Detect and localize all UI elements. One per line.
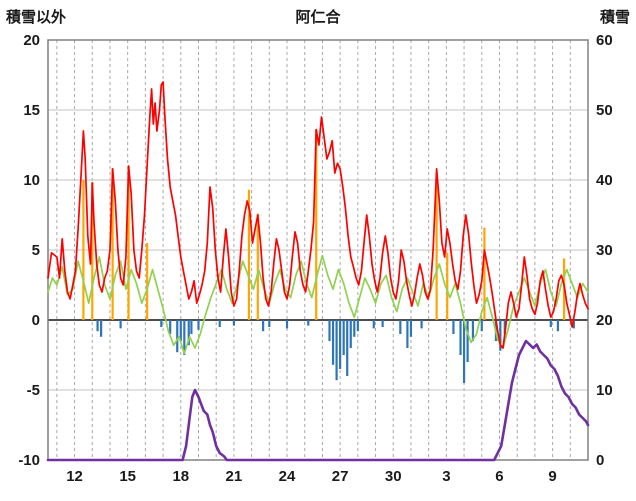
x-axis-tick-label: 3 (442, 468, 450, 485)
right-axis-tick-label: 50 (596, 102, 613, 119)
x-axis-tick-label: 24 (279, 468, 296, 485)
x-axis-tick-label: 12 (66, 468, 83, 485)
left-axis-tick-label: 10 (23, 172, 40, 189)
right-axis-tick-label: 0 (596, 452, 604, 469)
green-line (47, 254, 589, 355)
right-axis-tick-label: 30 (596, 242, 613, 259)
left-axis-tick-label: 5 (32, 242, 40, 259)
x-axis-tick-label: 21 (226, 468, 243, 485)
right-axis-tick-label: 20 (596, 312, 613, 329)
x-axis-tick-label: 15 (119, 468, 136, 485)
purple-line-snow-depth (46, 339, 590, 462)
x-axis-tick-label: 6 (495, 468, 503, 485)
right-axis-tick-label: 10 (596, 382, 613, 399)
x-axis-tick-label: 30 (385, 468, 402, 485)
red-line (47, 81, 589, 349)
right-axis-tick-label: 60 (596, 32, 613, 49)
x-axis-tick-label: 27 (332, 468, 349, 485)
x-axis-tick-label: 9 (548, 468, 556, 485)
right-axis-tick-label: 40 (596, 172, 613, 189)
left-axis-tick-label: -10 (18, 452, 40, 469)
left-axis-tick-label: 15 (23, 102, 40, 119)
left-axis-tick-label: -5 (27, 382, 40, 399)
left-axis-tick-label: 0 (32, 312, 40, 329)
x-axis-tick-label: 18 (172, 468, 189, 485)
left-axis-tick-label: 20 (23, 32, 40, 49)
